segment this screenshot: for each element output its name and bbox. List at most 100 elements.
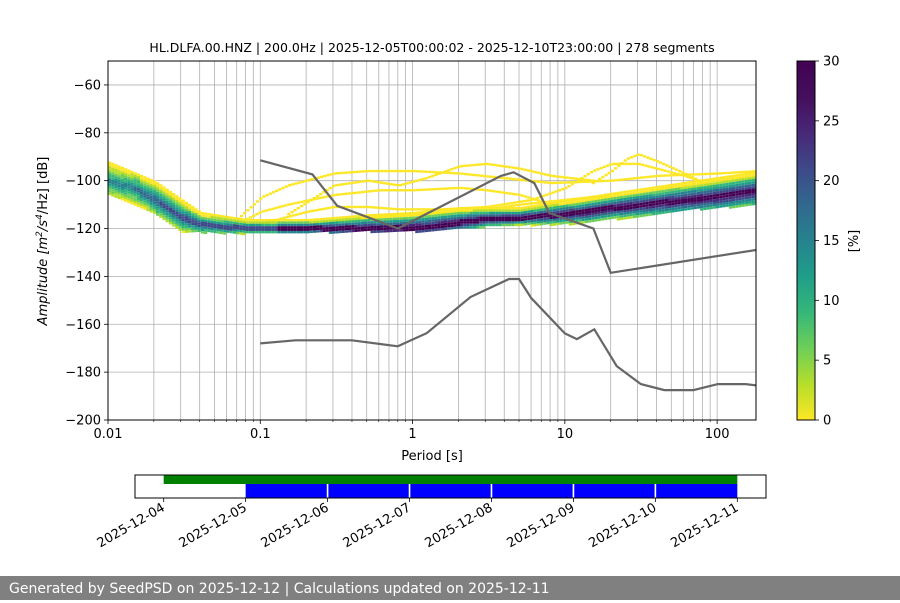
density-cell [207,227,211,230]
density-cell [610,209,614,212]
density-cell [693,201,697,205]
density-cell [514,216,518,219]
density-cell [469,206,473,210]
density-cell [108,163,112,167]
density-cell [591,207,595,211]
density-cell [415,228,419,231]
density-cell [149,195,153,199]
density-cell [744,182,748,185]
density-cell [636,210,640,213]
density-cell [344,218,348,221]
density-cell [255,213,259,216]
density-cell [641,163,645,167]
noise-model-high [260,159,756,275]
density-cell [728,182,732,185]
density-cell [156,196,160,199]
density-cell [399,214,403,218]
density-cell [319,225,323,228]
density-cell [716,172,720,175]
density-cell [604,212,608,216]
density-cell [389,215,393,218]
density-cell [568,213,572,216]
density-cell [488,211,492,215]
density-cell [508,192,512,195]
density-cell [687,181,691,184]
density-cell [578,197,582,201]
density-cell [712,201,716,204]
density-cell [703,207,707,211]
density-cell [130,194,134,198]
density-cell [207,229,211,233]
density-cell [631,162,635,166]
density-cell [152,201,156,205]
density-cell [629,216,633,219]
density-cell [655,159,659,163]
density-cell [664,194,668,197]
density-cell [533,221,537,224]
density-cell [629,213,633,217]
density-cell [626,192,630,196]
density-cell [632,208,636,211]
density-cell [671,207,675,211]
density-cell [397,208,402,211]
density-cell [664,184,668,188]
density-cell [562,202,566,205]
density-cell [434,223,438,227]
density-cell [700,188,704,192]
density-cell [466,206,470,210]
density-cell [530,197,534,200]
density-cell [255,221,259,224]
density-cell [261,218,265,222]
density-cell [130,175,134,179]
density-cell [504,211,508,215]
density-cell [632,191,636,195]
density-cell [207,220,211,223]
density-cell [719,193,723,196]
density-cell [373,230,377,234]
density-cell [598,179,602,183]
density-cell [312,196,316,200]
density-cell [514,211,518,215]
density-cell [447,171,452,175]
density-cell [184,201,188,205]
density-cell [361,170,365,173]
density-cell [248,221,252,224]
density-cell [642,190,646,193]
density-cell [149,210,153,213]
density-cell [172,200,176,203]
density-cell [728,187,732,190]
density-cell [722,195,726,198]
density-cell [623,200,627,203]
density-cell [133,196,137,199]
density-cell [629,199,633,202]
density-cell [293,221,297,224]
density-cell [120,198,124,201]
density-cell [412,169,416,173]
density-cell [181,218,185,222]
density-cell [626,202,630,205]
density-cell [738,197,742,201]
density-cell [341,183,345,186]
density-cell [473,173,477,177]
density-cell [530,205,534,208]
density-cell [143,193,147,196]
density-cell [552,220,556,224]
density-cell [114,190,118,193]
density-cell [722,180,726,184]
density-cell [140,206,144,209]
density-cell [594,197,598,200]
density-cell [168,219,172,223]
density-cell [665,164,669,167]
density-cell [684,186,688,189]
density-cell [411,180,416,183]
density-cell [426,208,430,211]
density-cell [732,184,736,187]
density-cell [629,206,633,210]
density-cell [277,226,281,229]
density-cell [604,205,608,209]
density-cell [604,198,608,201]
density-cell [495,216,499,219]
density-cell [607,209,611,213]
density-cell [508,223,512,227]
density-cell [342,171,346,175]
